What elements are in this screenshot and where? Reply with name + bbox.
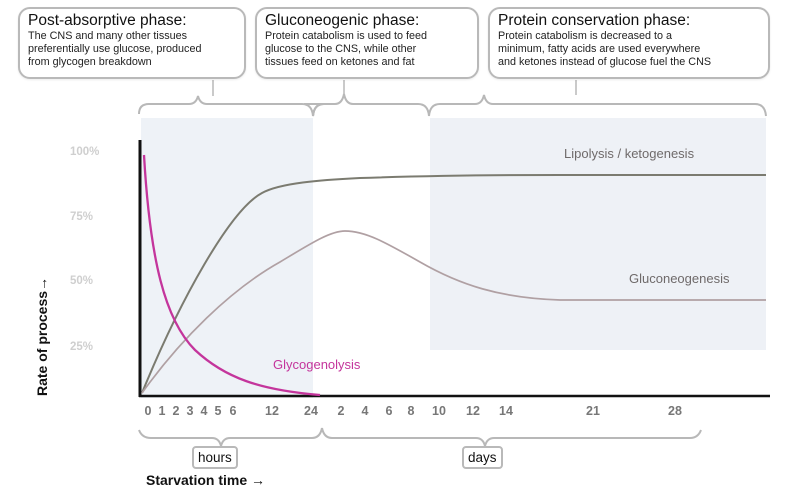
x-tick-day: 14 <box>499 404 513 418</box>
phase-title: Post-absorptive phase: <box>28 12 187 29</box>
series-label-glycogenolysis: Glycogenolysis <box>273 357 361 372</box>
x-tick-day: 6 <box>385 404 393 418</box>
x-tick-day: 8 <box>407 404 415 418</box>
x-tick-day: 28 <box>668 404 682 418</box>
phase-box-post-absorptive: Post-absorptive phase: The CNS and many … <box>18 7 246 79</box>
x-tick-day: 21 <box>586 404 600 418</box>
x-axis-label: Starvation time → <box>146 472 266 488</box>
phase-title: Gluconeogenic phase: <box>265 12 420 29</box>
phase-description: Protein catabolism is used to feed gluco… <box>265 30 428 68</box>
unit-braces <box>138 427 702 447</box>
phase-description: Protein catabolism is decreased to a min… <box>498 30 712 68</box>
x-tick-day: 2 <box>337 404 345 418</box>
y-tick-100: 100% <box>70 146 100 158</box>
lipolysis-curve <box>141 174 766 394</box>
y-tick-75: 75% <box>70 211 94 223</box>
y-tick-50: 50% <box>70 275 94 287</box>
gluconeogenesis-curve <box>141 230 766 394</box>
x-tick-hour: 0 <box>144 404 152 418</box>
x-tick-hour: 5 <box>214 404 222 418</box>
phase-box-protein-conservation: Protein conservation phase: Protein cata… <box>488 7 770 79</box>
x-tick-day: 12 <box>466 404 480 418</box>
x-tick-hour: 2 <box>172 404 180 418</box>
series-label-lipolysis: Lipolysis / ketogenesis <box>564 146 695 161</box>
x-tick-hour: 1 <box>158 404 166 418</box>
x-tick-hour: 3 <box>186 404 194 418</box>
phase-shade-post-absorptive <box>141 118 313 398</box>
x-tick-hour: 24 <box>304 404 318 418</box>
unit-label-days: days <box>462 446 503 469</box>
phase-braces <box>138 93 767 117</box>
phase-connectors <box>212 80 577 96</box>
phase-shade-protein-conservation <box>430 118 766 350</box>
y-tick-25: 25% <box>70 341 94 353</box>
x-tick-hour: 6 <box>229 404 237 418</box>
phase-box-gluconeogenic: Gluconeogenic phase: Protein catabolism … <box>255 7 479 79</box>
phase-title: Protein conservation phase: <box>498 12 691 29</box>
y-axis-label: Rate of process→ <box>34 276 50 396</box>
x-tick-hour: 4 <box>200 404 208 418</box>
phase-description: The CNS and many other tissues preferent… <box>28 30 202 68</box>
unit-label-hours: hours <box>192 446 238 469</box>
glycogenolysis-curve <box>142 154 321 397</box>
x-tick-hour: 12 <box>265 404 279 418</box>
series-label-gluconeogenesis: Gluconeogenesis <box>629 271 730 286</box>
x-tick-day: 4 <box>361 404 369 418</box>
x-tick-day: 10 <box>432 404 446 418</box>
